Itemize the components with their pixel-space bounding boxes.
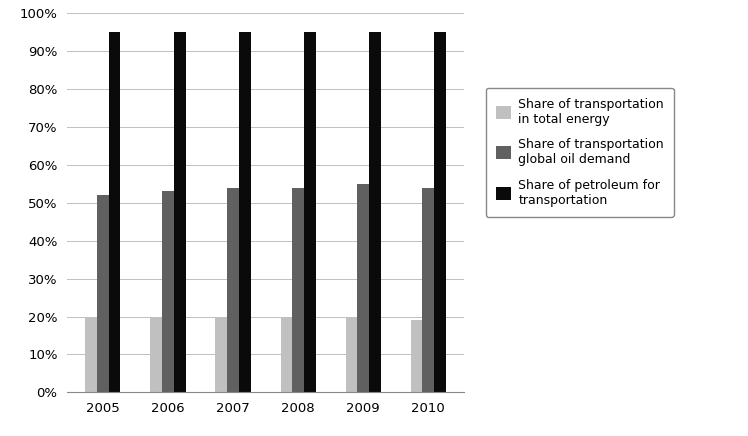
Bar [239, 32, 251, 392]
Bar [358, 184, 369, 392]
Bar [434, 32, 446, 392]
Bar [108, 32, 120, 392]
Bar [369, 32, 381, 392]
Bar [174, 32, 186, 392]
Bar [280, 317, 292, 392]
Bar [411, 320, 423, 392]
Bar [346, 317, 358, 392]
Bar [227, 187, 239, 392]
Bar [304, 32, 316, 392]
Bar [162, 191, 174, 392]
Bar [85, 317, 97, 392]
Bar [97, 195, 108, 392]
Bar [150, 317, 162, 392]
Bar [215, 317, 227, 392]
Bar [292, 187, 304, 392]
Bar [423, 187, 434, 392]
Legend: Share of transportation
in total energy, Share of transportation
global oil dema: Share of transportation in total energy,… [486, 88, 674, 217]
